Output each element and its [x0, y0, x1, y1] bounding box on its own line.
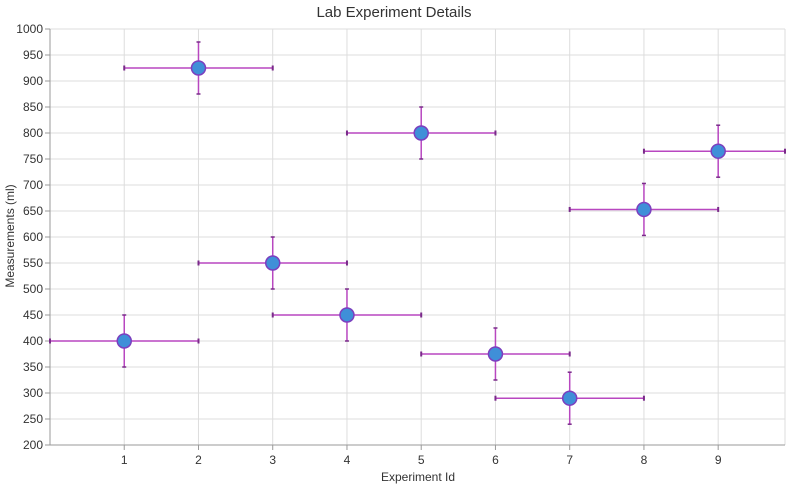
y-tick-label: 400 [23, 334, 43, 348]
y-tick-label: 200 [23, 438, 43, 452]
x-tick-label: 4 [344, 453, 351, 467]
data-point-1 [116, 333, 132, 349]
y-tick-label: 500 [23, 282, 43, 296]
y-tick-label: 1000 [16, 22, 43, 36]
x-tick-label: 5 [418, 453, 425, 467]
axes [45, 28, 785, 450]
x-tick-label: 8 [641, 453, 648, 467]
data-point-5 [413, 125, 429, 141]
y-axis-title: Measurements (ml) [3, 184, 17, 287]
y-tick-label: 650 [23, 204, 43, 218]
y-tick-label: 450 [23, 308, 43, 322]
x-axis-title: Experiment Id [381, 470, 455, 484]
data-point-8 [636, 201, 652, 218]
x-tick-label: 9 [715, 453, 722, 467]
data-point-3 [264, 255, 281, 271]
y-tick-label: 300 [23, 386, 43, 400]
data-points [116, 60, 726, 406]
data-point-4 [339, 307, 355, 323]
chart-title: Lab Experiment Details [316, 4, 472, 21]
y-tick-label: 950 [23, 48, 43, 62]
y-tick-label: 850 [23, 100, 43, 114]
y-tick-label: 750 [23, 152, 43, 166]
x-tick-label: 3 [269, 453, 276, 467]
data-point-6 [487, 346, 504, 362]
data-point-7 [561, 390, 578, 406]
y-tick-label: 800 [23, 126, 43, 140]
data-point-9 [710, 143, 726, 159]
x-tick-label: 7 [566, 453, 573, 467]
x-tick-label: 2 [195, 453, 202, 467]
tick-labels: 200 250 300 350 400 450 500 550 600 650 700 750 800 8… [16, 22, 722, 467]
y-tick-label: 600 [23, 230, 43, 244]
y-tick-label: 900 [23, 74, 43, 88]
y-tick-label: 250 [23, 412, 43, 426]
y-tick-label: 700 [23, 178, 43, 192]
y-tick-label: 350 [23, 360, 43, 374]
grid [50, 28, 786, 446]
x-tick-label: 6 [492, 453, 499, 467]
x-tick-label: 1 [121, 453, 128, 467]
y-tick-label: 550 [23, 256, 43, 270]
data-point-2 [190, 60, 207, 76]
